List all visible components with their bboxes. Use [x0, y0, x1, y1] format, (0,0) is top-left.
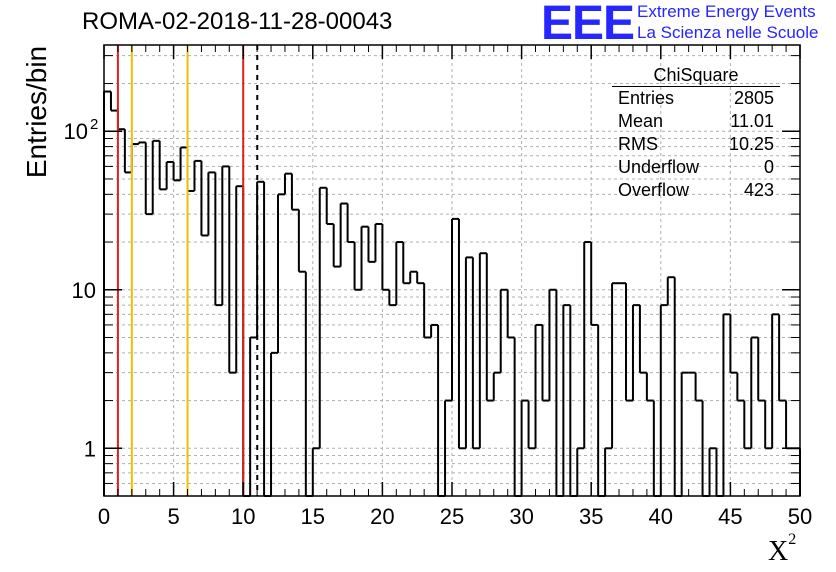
- x-axis: 0 5 10 15 20 25 30 35 40 45 50: [98, 45, 812, 529]
- x-tick-label: 20: [370, 504, 394, 529]
- stats-row-mean: Mean 11.01: [612, 110, 780, 133]
- stats-label: Overflow: [618, 180, 690, 200]
- y-tick-label: 10: [72, 278, 96, 303]
- stats-row-rms: RMS 10.25: [612, 133, 780, 156]
- x-tick-label: 35: [579, 504, 603, 529]
- x-axis-label: X2: [768, 531, 796, 568]
- stats-row-overflow: Overflow 423: [612, 179, 780, 202]
- stats-row-underflow: Underflow 0: [612, 156, 780, 179]
- stats-label: RMS: [618, 134, 658, 154]
- x-tick-label: 25: [440, 504, 464, 529]
- stats-value: 423: [743, 180, 774, 200]
- stats-value: 10.25: [728, 134, 774, 154]
- y-tick-label: 1: [84, 436, 96, 461]
- y-axis-label: Entries/bin: [21, 45, 52, 179]
- x-tick-label: 0: [98, 504, 110, 529]
- logo-line-1: Extreme Energy Events: [637, 2, 816, 21]
- stats-value: 0: [763, 157, 774, 177]
- x-tick-label: 40: [649, 504, 673, 529]
- y-tick-label: 10: [64, 119, 88, 144]
- x-tick-label: 45: [718, 504, 742, 529]
- logo-line-2: La Scienza nelle Scuole: [637, 23, 819, 42]
- x-tick-label: 50: [788, 504, 812, 529]
- stats-label: Mean: [618, 111, 664, 131]
- eee-logo: EEE: [541, 0, 635, 50]
- chart-title: ROMA-02-2018-11-28-00043: [82, 8, 393, 35]
- stats-title: ChiSquare: [612, 64, 780, 87]
- stats-value: 11.01: [730, 111, 774, 131]
- x-tick-label: 15: [301, 504, 325, 529]
- stats-value: 2805: [733, 88, 774, 108]
- stats-label: Entries: [618, 88, 675, 108]
- x-tick-label: 10: [231, 504, 255, 529]
- x-tick-label: 5: [167, 504, 179, 529]
- vertical-markers: [116, 45, 259, 496]
- x-tick-label: 30: [509, 504, 533, 529]
- stats-box: ChiSquare Entries 2805 Mean 11.01 RMS 10.25…: [612, 64, 780, 202]
- x-axis-label-base: X: [768, 536, 789, 567]
- x-axis-label-superscript: 2: [788, 530, 797, 548]
- stats-row-entries: Entries 2805: [612, 87, 780, 110]
- stats-label: Underflow: [618, 157, 700, 177]
- y-tick-exponent: 2: [90, 116, 98, 133]
